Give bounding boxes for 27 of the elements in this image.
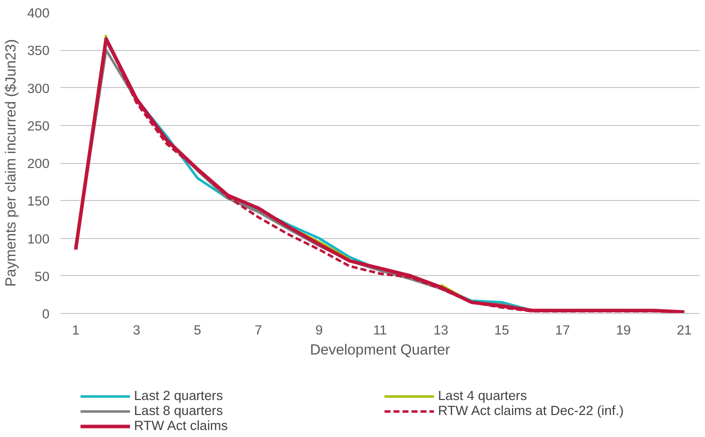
x-axis-title: Development Quarter (310, 342, 450, 358)
x-tick-label: 21 (676, 322, 692, 338)
y-tick-label: 150 (27, 194, 50, 209)
x-tick-label: 1 (72, 322, 80, 338)
x-tick-label: 19 (616, 322, 631, 338)
x-tick-label: 3 (132, 322, 140, 338)
legend-label: RTW Act claims (134, 418, 229, 433)
y-tick-label: 250 (27, 118, 50, 134)
x-tick-label: 9 (315, 322, 323, 338)
x-tick-label: 15 (494, 322, 510, 338)
x-tick-label: 5 (194, 322, 202, 338)
legend-label: Last 8 quarters (134, 403, 224, 418)
x-tick-label: 13 (433, 322, 448, 338)
y-axis-title: Payments per claim incurred ($Jun23) (3, 39, 20, 287)
y-tick-label: 350 (27, 43, 50, 58)
x-tick-label: 7 (254, 322, 262, 338)
legend-label: Last 2 quarters (134, 388, 224, 403)
y-tick-label: 50 (34, 268, 50, 284)
y-tick-label: 400 (27, 6, 50, 20)
y-tick-label: 300 (27, 80, 50, 96)
legend-label: Last 4 quarters (438, 388, 528, 403)
y-tick-label: 200 (27, 156, 50, 171)
legend-label: RTW Act claims at Dec-22 (inf.) (438, 403, 625, 418)
y-tick-label: 100 (27, 231, 50, 246)
y-tick-label: 0 (42, 306, 50, 322)
x-tick-label: 17 (555, 322, 570, 338)
x-tick-label: 11 (373, 322, 387, 338)
